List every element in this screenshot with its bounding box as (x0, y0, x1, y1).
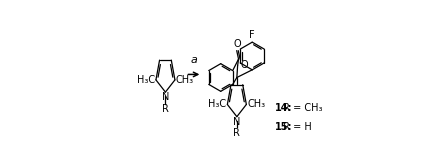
Text: N: N (233, 117, 241, 127)
Text: CH₃: CH₃ (176, 75, 194, 85)
Text: CH₃: CH₃ (247, 100, 265, 109)
Text: R: R (162, 104, 169, 114)
Text: H₃C: H₃C (137, 75, 155, 85)
Text: R = CH₃: R = CH₃ (280, 103, 323, 113)
Text: O: O (233, 39, 241, 49)
Text: 14:: 14: (275, 103, 292, 113)
Text: O: O (241, 60, 248, 70)
Text: R: R (233, 128, 240, 138)
Text: N: N (162, 92, 169, 102)
Text: F: F (249, 30, 255, 40)
Text: R = H: R = H (280, 122, 312, 132)
Text: 15:: 15: (275, 122, 292, 132)
Text: a: a (190, 55, 197, 65)
Text: H₃C: H₃C (209, 100, 227, 109)
